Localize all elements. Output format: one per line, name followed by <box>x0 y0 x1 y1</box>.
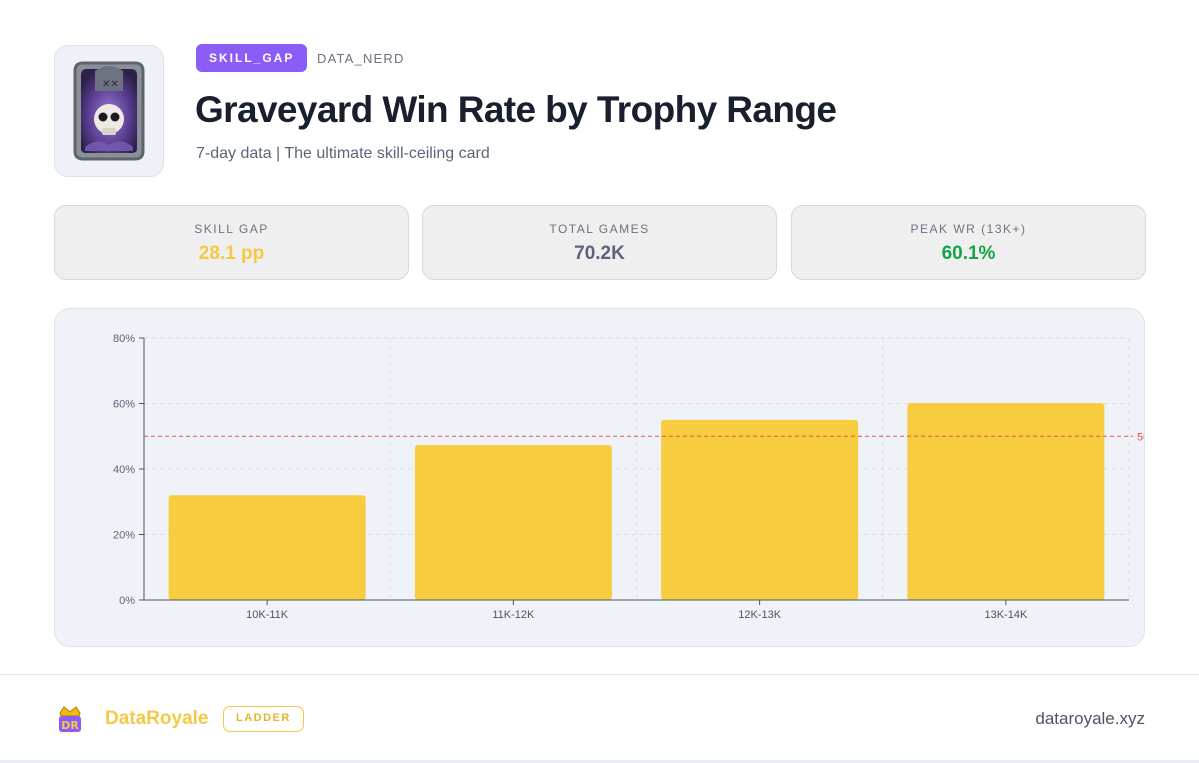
stat-value: 70.2K <box>574 243 625 264</box>
x-tick-label: 11K-12K <box>492 609 535 621</box>
bar-10k-11k <box>168 495 366 600</box>
stat-label: TOTAL GAMES <box>549 222 650 236</box>
stat-value: 28.1 pp <box>198 243 265 264</box>
bar-11k-12k <box>414 445 612 600</box>
card-image: ✕✕ <box>54 45 164 177</box>
stat-card-peak-wr: PEAK WR (13K+) 60.1% <box>791 205 1146 280</box>
footer-divider <box>0 674 1199 675</box>
chart-panel: 0% 20% 40% 60% 80% 10K-11K 11K-12K 12K-13K 13K-1… <box>54 308 1145 647</box>
footer-bottom-bar <box>0 760 1199 763</box>
y-tick-label: 60% <box>113 399 135 411</box>
brand-name[interactable]: DataRoyale <box>105 708 209 729</box>
bar-12k-13k <box>661 419 859 600</box>
logo-text: DR <box>61 719 79 732</box>
author-name: DATA_NERD <box>317 51 405 66</box>
site-link[interactable]: dataroyale.xyz <box>1035 709 1145 728</box>
x-tick-label: 10K-11K <box>246 609 289 621</box>
stat-value: 60.1% <box>941 243 996 264</box>
bar-chart: 0% 20% 40% 60% 80% 10K-11K 11K-12K 12K-13K 13K-1… <box>113 333 1145 621</box>
category-badge: SKILL_GAP <box>196 44 308 72</box>
stat-card-skill-gap: SKILL GAP 28.1 pp <box>54 205 409 280</box>
page-subtitle: 7-day data | The ultimate skill-ceiling … <box>196 145 490 162</box>
dataroyale-logo-icon: DR <box>57 705 83 733</box>
reference-line-label: 50 <box>1137 431 1145 443</box>
graveyard-card-icon: ✕✕ <box>73 61 145 161</box>
y-tick-label: 40% <box>113 464 135 476</box>
x-tick-label: 12K-13K <box>738 609 781 621</box>
stat-label: SKILL GAP <box>194 222 269 236</box>
y-tick-label: 80% <box>113 333 135 345</box>
y-tick-label: 0% <box>119 595 135 607</box>
y-tick-label: 20% <box>113 530 135 542</box>
stat-card-total-games: TOTAL GAMES 70.2K <box>422 205 777 280</box>
stat-label: PEAK WR (13K+) <box>910 222 1027 236</box>
svg-text:✕✕: ✕✕ <box>102 79 119 90</box>
x-tick-label: 13K-14K <box>984 609 1027 621</box>
page-title: Graveyard Win Rate by Trophy Range <box>195 89 837 130</box>
bar-13k-14k <box>907 403 1105 600</box>
ladder-tag: LADDER <box>223 706 304 732</box>
